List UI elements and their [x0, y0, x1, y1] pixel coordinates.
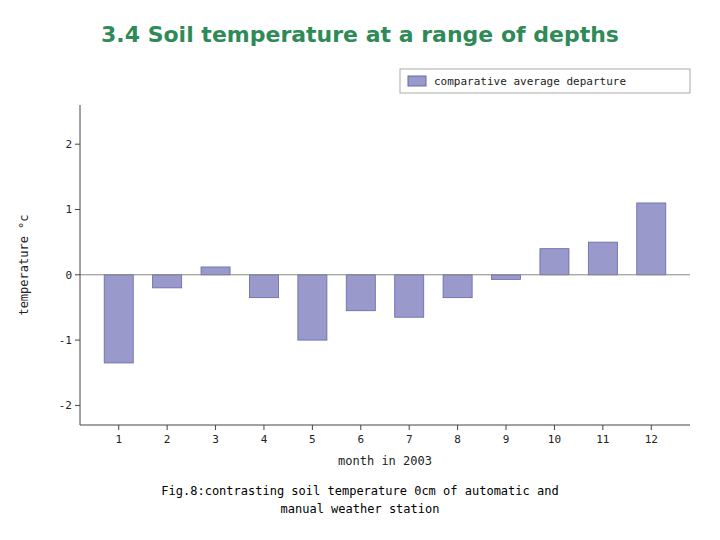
- x-tick-label: 11: [596, 433, 609, 446]
- x-tick-label: 12: [645, 433, 658, 446]
- x-tick: [651, 425, 652, 430]
- bar: [540, 249, 569, 275]
- y-tick-label: 2: [65, 138, 72, 151]
- y-tick: [75, 405, 80, 406]
- x-tick: [506, 425, 507, 430]
- y-axis-line: [80, 105, 81, 425]
- bar: [346, 275, 375, 311]
- y-tick-label: 0: [65, 269, 72, 282]
- x-tick: [215, 425, 216, 430]
- bar: [153, 275, 182, 288]
- legend: comparative average departure: [400, 69, 690, 93]
- y-tick: [75, 209, 80, 210]
- x-tick-label: 5: [309, 433, 316, 446]
- x-tick: [409, 425, 410, 430]
- y-tick: [75, 274, 80, 275]
- legend-swatch: [408, 76, 426, 86]
- x-tick-label: 8: [454, 433, 461, 446]
- y-tick-label: -2: [59, 399, 72, 412]
- x-tick: [457, 425, 458, 430]
- bar: [492, 275, 521, 280]
- bar: [443, 275, 472, 298]
- bar: [588, 242, 617, 275]
- x-tick-label: 10: [548, 433, 561, 446]
- bar: [298, 275, 327, 340]
- y-tick: [75, 340, 80, 341]
- x-axis-label: month in 2003: [338, 454, 432, 468]
- y-tick-label: 1: [65, 203, 72, 216]
- y-tick-label: -1: [59, 334, 72, 347]
- bar: [395, 275, 424, 317]
- x-tick-label: 6: [357, 433, 364, 446]
- x-tick-label: 7: [406, 433, 413, 446]
- legend-frame: [400, 69, 690, 93]
- caption: manual weather station: [281, 502, 440, 516]
- chart: 3.4 Soil temperature at a range of depth…: [0, 0, 720, 540]
- x-axis-line: [80, 425, 690, 426]
- bars: [104, 203, 666, 363]
- bar: [249, 275, 278, 298]
- x-tick: [602, 425, 603, 430]
- x-tick-label: 3: [212, 433, 219, 446]
- y-tick: [75, 144, 80, 145]
- bar: [637, 203, 666, 275]
- x-tick-label: 9: [503, 433, 510, 446]
- bar: [104, 275, 133, 363]
- x-tick: [167, 425, 168, 430]
- y-axis-label: temperature °c: [17, 214, 31, 315]
- x-tick: [360, 425, 361, 430]
- x-tick-label: 1: [115, 433, 122, 446]
- caption: Fig.8:contrasting soil temperature 0cm o…: [161, 484, 558, 498]
- title: 3.4 Soil temperature at a range of depth…: [101, 22, 619, 47]
- x-tick: [263, 425, 264, 430]
- x-tick: [312, 425, 313, 430]
- x-tick: [554, 425, 555, 430]
- legend-label: comparative average departure: [434, 75, 626, 88]
- x-tick-label: 4: [261, 433, 268, 446]
- bar: [201, 267, 230, 275]
- x-tick: [118, 425, 119, 430]
- zero-line: [80, 274, 690, 275]
- x-tick-label: 2: [164, 433, 171, 446]
